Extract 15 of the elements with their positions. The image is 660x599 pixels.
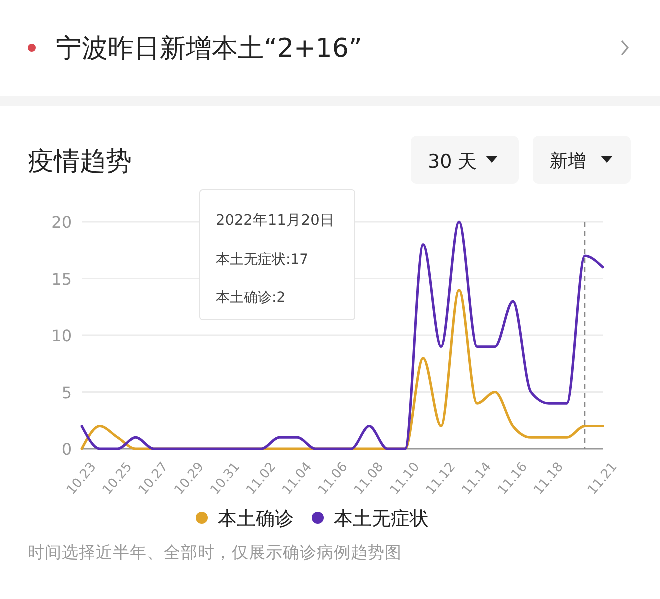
text: 新增 [550,151,586,172]
annotation: 本土无症状:17 [216,252,309,268]
y-tick-label: 20 [52,213,72,232]
chart-title: 疫情趋势 [28,147,132,177]
annotation: 本土确诊:2 [216,290,286,306]
legend-label: 本土无症状 [334,508,429,530]
annotation: 2022年11月20日 [216,212,335,229]
legend-label: 本土确诊 [218,508,294,530]
y-tick-label: 0 [62,440,72,459]
text: 30 天 [428,151,478,173]
y-tick-label: 10 [52,326,72,346]
y-tick-label: 5 [62,383,72,402]
y-tick-label: 15 [52,270,72,289]
text: 宁波昨日新增本土“2+16” [56,34,362,64]
text: 时间选择近半年、全部时，仅展示确诊病例趋势图 [28,543,402,562]
